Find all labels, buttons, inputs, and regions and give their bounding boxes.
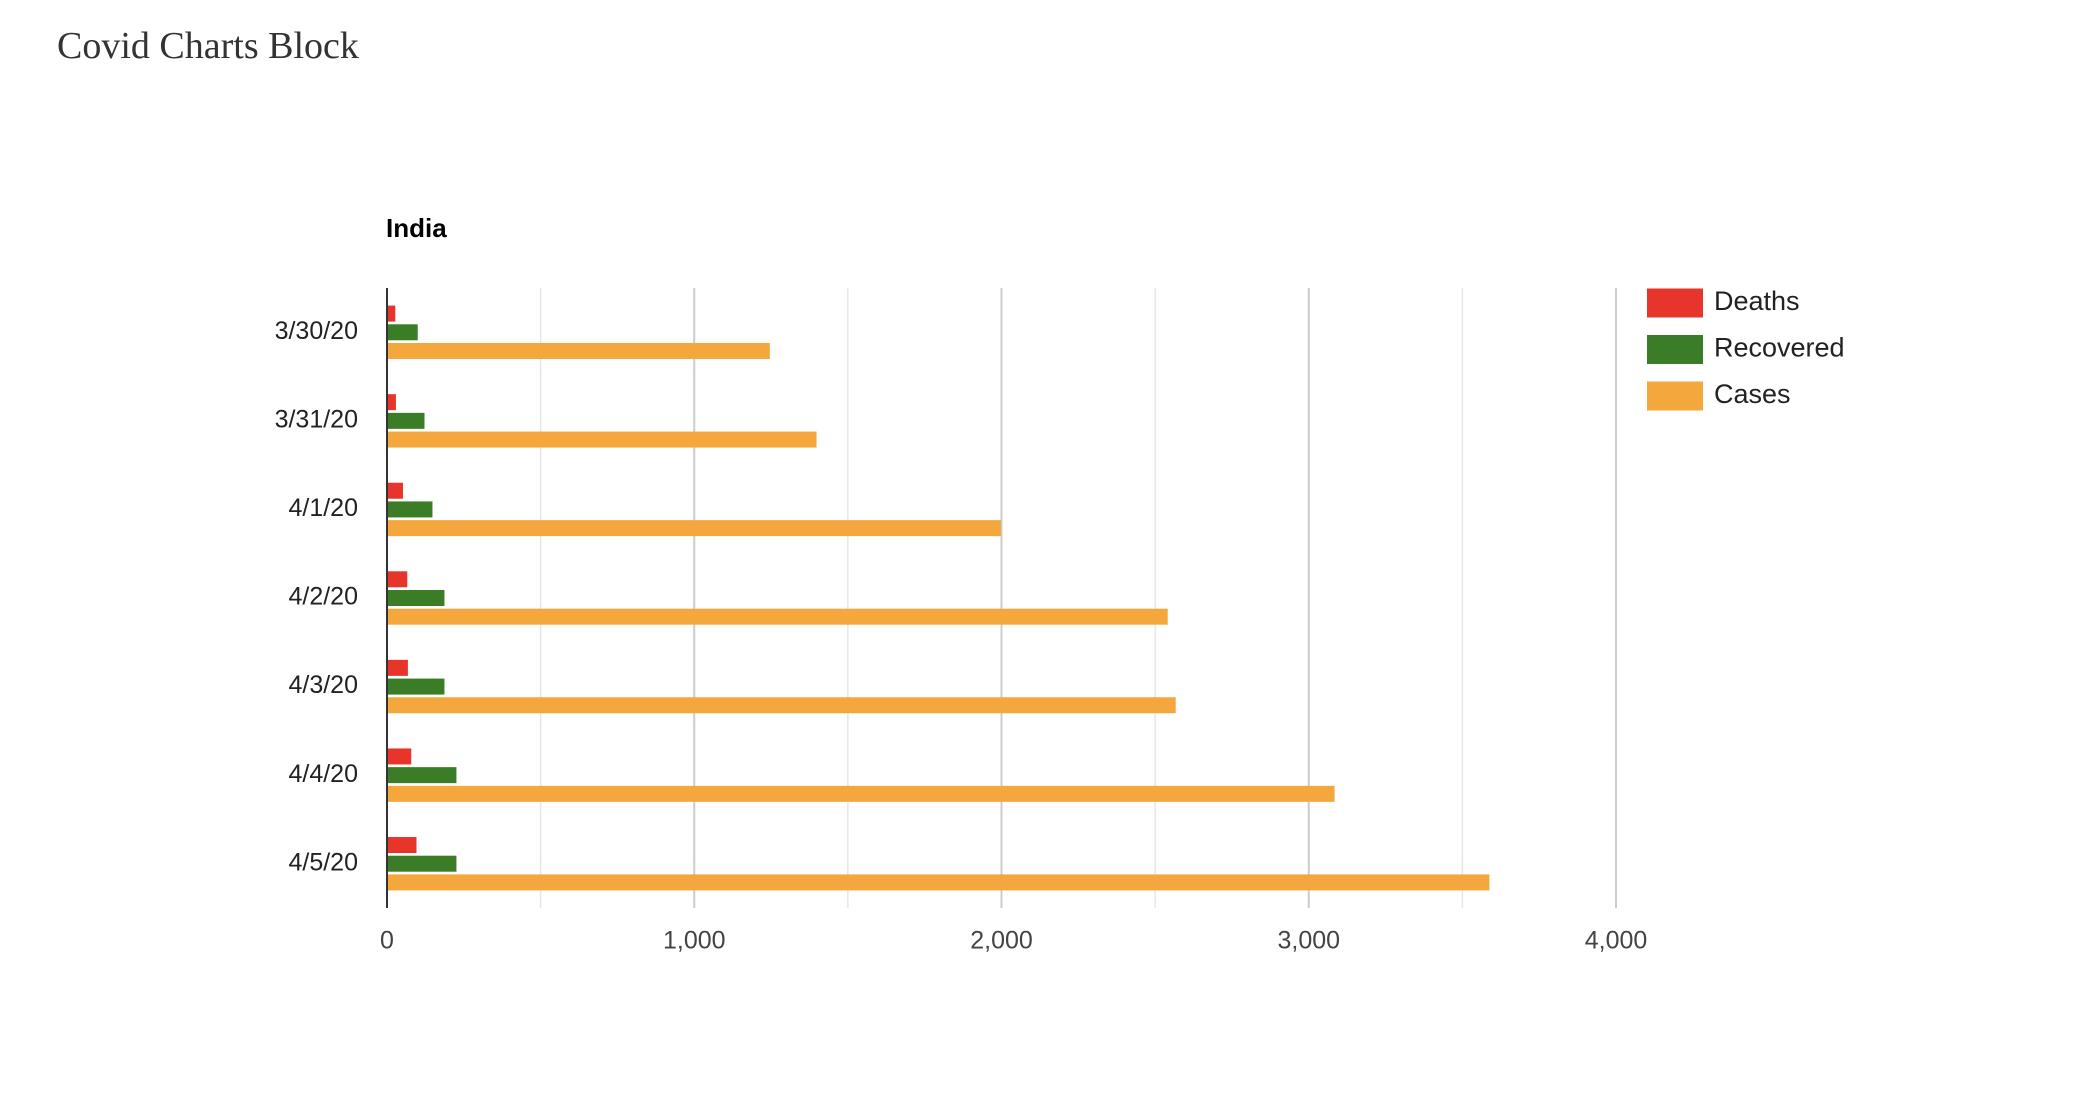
legend-label: Recovered — [1714, 333, 1845, 363]
bar — [387, 608, 1168, 625]
legend-swatch — [1647, 335, 1703, 364]
x-tick-label: 3,000 — [1277, 927, 1340, 955]
bar — [387, 855, 457, 872]
bar — [387, 501, 433, 518]
bar — [387, 394, 396, 411]
x-tick-label: 1,000 — [663, 927, 726, 955]
y-tick-label: 4/3/20 — [288, 671, 358, 699]
bar — [387, 342, 770, 359]
bar — [387, 659, 408, 676]
x-tick-label: 0 — [380, 927, 394, 955]
y-tick-label: 4/4/20 — [288, 760, 358, 788]
bar — [387, 767, 457, 784]
bar — [387, 678, 445, 695]
bar — [387, 697, 1176, 714]
chart-title: India — [386, 213, 447, 243]
bar — [387, 874, 1490, 891]
y-tick-label: 3/30/20 — [275, 317, 358, 345]
y-tick-label: 4/1/20 — [288, 494, 358, 522]
bar — [387, 748, 412, 765]
x-tick-label: 4,000 — [1585, 927, 1648, 955]
legend-swatch — [1647, 381, 1703, 411]
legend-swatch — [1647, 288, 1703, 318]
bar — [387, 590, 445, 606]
bar — [387, 520, 1001, 537]
bar — [387, 412, 425, 429]
legend-label: Cases — [1714, 379, 1791, 409]
bar — [387, 431, 817, 448]
bar — [387, 571, 408, 588]
y-tick-label: 3/31/20 — [275, 405, 358, 433]
page-title: Covid Charts Block — [57, 25, 359, 67]
x-tick-label: 2,000 — [970, 927, 1033, 955]
bar — [387, 482, 403, 499]
y-tick-label: 4/2/20 — [288, 583, 358, 611]
bar — [387, 324, 418, 341]
bar — [387, 305, 396, 322]
y-tick-label: 4/5/20 — [288, 848, 358, 876]
bar — [387, 837, 417, 854]
bar — [387, 785, 1335, 802]
legend-label: Deaths — [1714, 286, 1800, 316]
